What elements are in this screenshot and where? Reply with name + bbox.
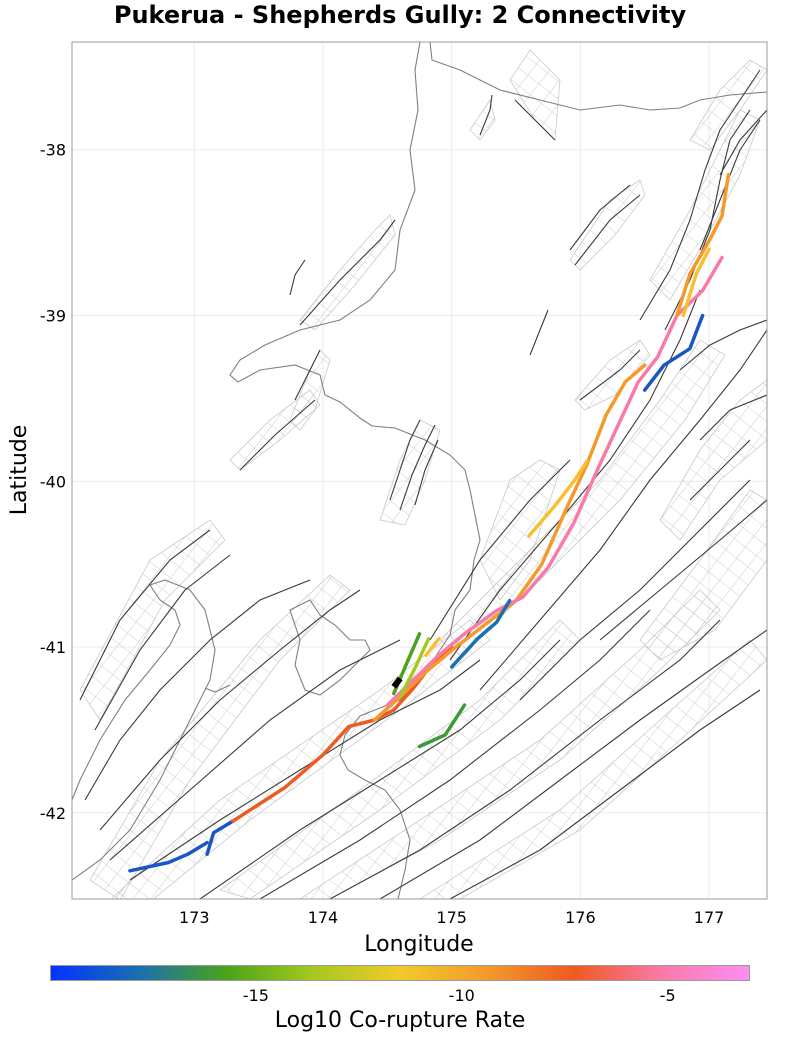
rupture-fault-2 bbox=[205, 819, 235, 856]
rupture-fault-15 bbox=[424, 637, 441, 658]
co-rupture-faults bbox=[128, 172, 731, 873]
rupture-fault-14 bbox=[417, 703, 467, 749]
x-tick-label: 176 bbox=[565, 908, 596, 927]
x-axis-ticks: 173 174 175 176 177 bbox=[179, 908, 724, 927]
colorbar-tick-label: -15 bbox=[242, 986, 269, 1005]
y-tick-label: -41 bbox=[40, 638, 66, 657]
colorbar-tick-label: -10 bbox=[448, 986, 475, 1005]
x-tick-label: 177 bbox=[694, 908, 725, 927]
y-tick-label: -38 bbox=[40, 141, 66, 160]
x-axis-label: Longitude bbox=[364, 932, 473, 957]
y-axis-ticks: -38 -39 -40 -41 -42 bbox=[40, 141, 66, 823]
chart-title: Pukerua - Shepherds Gully: 2 Connectivit… bbox=[113, 1, 687, 29]
fault-traces bbox=[79, 69, 767, 899]
colorbar-tick-label: -5 bbox=[659, 986, 676, 1005]
x-tick-label: 173 bbox=[179, 908, 210, 927]
colorbar bbox=[50, 965, 750, 981]
x-tick-label: 175 bbox=[436, 908, 467, 927]
coastline bbox=[72, 42, 767, 899]
rupture-fault-8 bbox=[675, 172, 731, 318]
rupture-fault-10 bbox=[642, 313, 705, 392]
panel-border bbox=[71, 41, 768, 900]
y-tick-label: -40 bbox=[40, 472, 66, 491]
rupture-fault-6 bbox=[527, 459, 589, 538]
selected-fault-trace bbox=[391, 676, 403, 689]
rupture-fault-9 bbox=[681, 247, 711, 318]
y-tick-label: -42 bbox=[40, 804, 66, 823]
rupture-fault-5 bbox=[372, 363, 647, 722]
rupture-fault-7 bbox=[385, 255, 724, 707]
selected-fault bbox=[391, 676, 403, 689]
y-tick-label: -39 bbox=[40, 307, 66, 326]
y-axis-label: Latitude bbox=[7, 425, 32, 516]
colorbar-label: Log10 Co-rupture Rate bbox=[274, 1008, 526, 1033]
x-tick-label: 174 bbox=[308, 908, 339, 927]
rupture-fault-13 bbox=[449, 598, 512, 669]
rupture-fault-12 bbox=[398, 637, 431, 699]
rupture-fault-1 bbox=[128, 840, 209, 873]
